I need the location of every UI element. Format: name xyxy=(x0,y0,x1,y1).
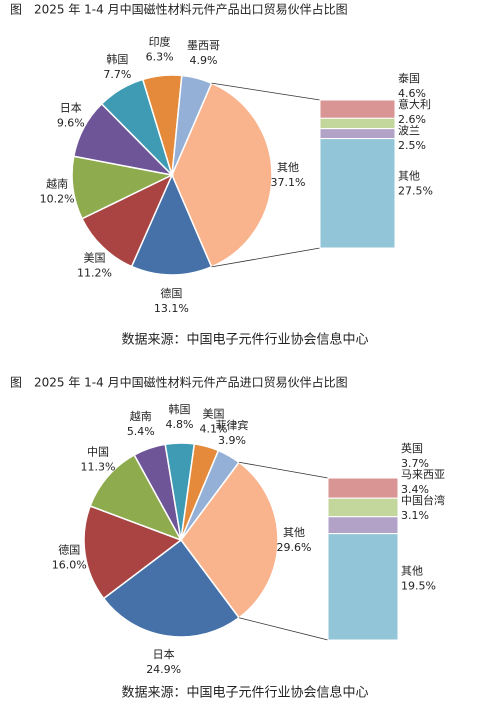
slice-value: 9.6% xyxy=(57,117,85,130)
bar-value: 3.1% xyxy=(401,509,429,522)
bar-segment xyxy=(319,117,396,130)
slice-value: 24.9% xyxy=(146,663,181,676)
bar-value: 19.5% xyxy=(401,580,436,593)
pie-slice xyxy=(171,74,213,176)
pie-slice xyxy=(171,82,273,268)
slice-value: 4.9% xyxy=(190,54,218,67)
pie-slice xyxy=(130,173,213,276)
slice-name: 其他 xyxy=(283,526,305,539)
bar-value: 2.6% xyxy=(398,113,426,126)
slice-value: 29.6% xyxy=(277,541,312,554)
bar-segment xyxy=(327,533,399,641)
slice-name: 中国 xyxy=(87,446,109,459)
connector xyxy=(238,617,329,641)
slice-name: 德国 xyxy=(160,286,182,300)
connector xyxy=(211,82,321,101)
bar-value: 3.7% xyxy=(401,457,429,470)
bar-name: 其他 xyxy=(398,170,420,183)
source-note: 数据来源：中国电子元件行业协会信息中心 xyxy=(121,332,368,348)
slice-value: 3.9% xyxy=(218,434,246,447)
slice-value: 11.2% xyxy=(77,267,112,280)
bar-name: 泰国 xyxy=(398,71,420,85)
bar-value: 2.5% xyxy=(398,139,426,152)
slice-name: 墨西哥 xyxy=(187,39,220,52)
slice-name: 韩国 xyxy=(168,402,190,416)
slice-value: 6.3% xyxy=(146,51,174,64)
slice-name: 印度 xyxy=(149,35,171,49)
bar-segment xyxy=(327,477,399,499)
slice-name: 越南 xyxy=(130,409,152,423)
slice-value: 5.4% xyxy=(127,425,155,438)
bar-segment xyxy=(319,99,396,119)
pie-slice xyxy=(180,461,279,619)
connector xyxy=(211,247,321,268)
source-note: 数据来源：中国电子元件行业协会信息中心 xyxy=(121,685,368,701)
bar-value: 27.5% xyxy=(398,185,433,198)
pie-slice xyxy=(102,538,241,638)
slice-name: 美国 xyxy=(202,407,224,420)
connector xyxy=(238,461,329,479)
pie-slice xyxy=(83,505,183,600)
bar-name: 波兰 xyxy=(398,124,420,137)
slice-value: 4.8% xyxy=(165,418,193,431)
slice-value: 11.3% xyxy=(80,461,115,474)
pie-slice xyxy=(180,449,241,541)
slice-value: 7.7% xyxy=(103,68,131,81)
bar-name: 其他 xyxy=(401,565,423,578)
slice-name: 美国 xyxy=(84,252,106,265)
bar-name: 意大利 xyxy=(398,97,431,111)
bar-name: 英国 xyxy=(401,441,423,455)
slice-value: 37.1% xyxy=(271,176,306,189)
bar-value: 3.4% xyxy=(401,483,429,496)
slice-name: 菲律宾 xyxy=(215,418,248,432)
pie-slice xyxy=(89,453,183,542)
slice-name: 其他 xyxy=(277,161,299,174)
slice-value: 4.1% xyxy=(199,422,227,435)
slice-value: 16.0% xyxy=(52,559,87,572)
chart-title: 图 2025 年 1-4 月中国磁性材料元件产品出口贸易伙伴占比图 xyxy=(10,2,348,17)
bar-name: 马来西亚 xyxy=(401,468,445,481)
chart-title: 图 2025 年 1-4 月中国磁性材料元件产品进口贸易伙伴占比图 xyxy=(10,375,348,390)
slice-name: 日本 xyxy=(60,101,82,115)
bar-name: 中国台湾 xyxy=(401,493,445,507)
slice-value: 13.1% xyxy=(154,302,189,315)
slice-name: 日本 xyxy=(153,647,175,661)
bar-segment xyxy=(319,138,396,249)
bar-segment xyxy=(319,128,396,140)
bar-segment xyxy=(327,497,399,518)
slice-name: 越南 xyxy=(46,177,68,191)
slice-value: 10.2% xyxy=(40,193,75,206)
slice-name: 德国 xyxy=(58,543,80,557)
bar-segment xyxy=(327,516,399,535)
pie-slice xyxy=(81,173,174,268)
bar-value: 4.6% xyxy=(398,87,426,100)
slice-name: 韩国 xyxy=(106,52,128,66)
